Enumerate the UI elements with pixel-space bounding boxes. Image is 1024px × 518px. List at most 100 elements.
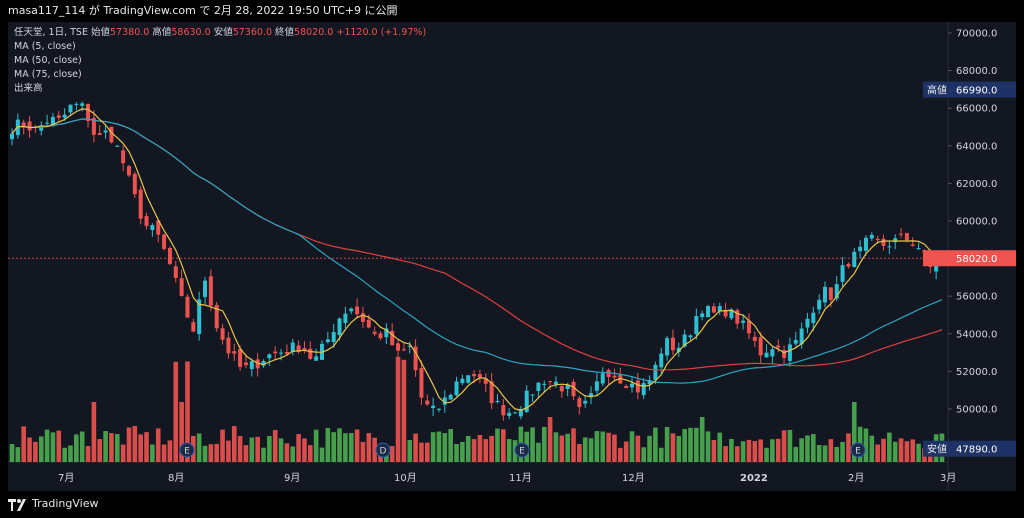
candle-body — [817, 299, 822, 310]
candle-body — [74, 103, 79, 105]
candle-body — [179, 278, 184, 296]
candle-body — [530, 394, 535, 396]
volume-bar — [705, 431, 711, 462]
candle-body — [337, 318, 342, 336]
volume-bar — [226, 440, 231, 462]
volume-bar — [249, 437, 255, 462]
candle-body — [670, 337, 675, 351]
volume-bar — [664, 427, 670, 462]
chart-frame[interactable]: 50000.052000.054000.056000.058000.060000… — [8, 22, 1016, 491]
legend-open-label: 始値 — [91, 27, 111, 38]
event-marker-circle — [179, 442, 195, 458]
y-tick-label: 60000.0 — [956, 217, 997, 228]
volume-bar — [483, 439, 489, 462]
legend-study-ma50[interactable]: MA (50, close) — [14, 55, 82, 66]
volume-bar — [746, 439, 752, 462]
volume-bar — [501, 429, 506, 462]
volume-group — [9, 356, 945, 462]
candle-body — [407, 345, 412, 347]
volume-bar — [752, 441, 758, 462]
volume-bar — [237, 436, 243, 462]
volume-bar — [729, 438, 734, 462]
candle-body — [279, 352, 284, 354]
event-marker-label: E — [184, 447, 190, 457]
candle-body — [776, 345, 781, 348]
volume-bar — [91, 402, 97, 462]
legend-study-volume[interactable]: 出来高 — [14, 83, 43, 94]
candle-body — [793, 339, 798, 344]
high-price-tag-value: 66990.0 — [956, 86, 997, 97]
volume-bar — [758, 439, 763, 462]
price-chart[interactable]: 50000.052000.054000.056000.058000.060000… — [8, 22, 1016, 491]
low-price-tag-value: 47890.0 — [956, 445, 997, 456]
volume-bar — [629, 431, 635, 462]
volume-bar — [173, 361, 179, 462]
candle-body — [355, 306, 360, 315]
volume-bar — [442, 433, 448, 462]
volume-bar — [612, 434, 617, 462]
volume-bar — [284, 443, 290, 462]
candle-body — [869, 234, 874, 239]
legend-open-value: 57380.0 — [110, 27, 150, 38]
candle-body — [729, 309, 734, 319]
volume-bar — [904, 441, 910, 462]
candle-body — [97, 133, 102, 135]
candle-body — [706, 306, 711, 318]
tradingview-logo-icon — [8, 499, 26, 511]
candle-body — [823, 286, 828, 303]
volume-bar — [559, 435, 565, 462]
volume-bar — [828, 439, 834, 462]
candle-body — [910, 244, 915, 246]
candle-body — [220, 328, 225, 340]
candle-body — [858, 246, 863, 252]
candle-body — [132, 173, 137, 195]
candle-body — [401, 349, 406, 351]
volume-bar — [214, 443, 220, 462]
event-marker-d: D — [375, 442, 391, 458]
volume-bar — [114, 434, 120, 462]
candle-body — [758, 337, 763, 356]
volume-bar — [471, 439, 477, 462]
volume-bar — [325, 427, 331, 462]
candle-body — [735, 310, 740, 324]
low-price-tag-bg — [923, 440, 1016, 457]
publish-caption: masa117_114 が TradingView.com で 2月 28, 2… — [8, 4, 398, 17]
volume-bar — [208, 444, 214, 462]
legend-study-ma75[interactable]: MA (75, close) — [14, 69, 82, 80]
volume-bar — [167, 440, 173, 462]
candle-body — [255, 359, 260, 369]
volume-bar — [477, 434, 483, 462]
high-price-tag-bg — [923, 81, 1016, 98]
legend-symbol-row: 任天堂, 1日, TSE 始値57380.0 高値58630.0 安値57360… — [14, 26, 426, 40]
volume-bar — [144, 432, 149, 462]
x-tick-label: 11月 — [509, 472, 532, 484]
volume-bar — [647, 435, 652, 462]
volume-bar — [348, 432, 354, 462]
volume-bar — [682, 429, 687, 462]
candle-body — [436, 408, 441, 410]
candle-body — [396, 343, 401, 351]
legend-study-ma5[interactable]: MA (5, close) — [14, 41, 76, 52]
candle-body — [308, 348, 313, 359]
last-price-tag-value: 58020.0 — [956, 254, 997, 265]
candle-body — [700, 313, 705, 317]
candle-body — [513, 412, 518, 414]
candle-body — [413, 346, 418, 371]
volume-bar — [658, 447, 664, 462]
event-marker-label: E — [519, 447, 525, 457]
candle-body — [659, 353, 664, 368]
x-tick-label: 12月 — [622, 472, 645, 484]
candle-body — [185, 296, 190, 318]
ma5-line — [11, 108, 943, 411]
volume-bar — [220, 429, 225, 462]
volume-bar — [541, 426, 547, 462]
volume-bar — [623, 441, 629, 462]
volume-bar — [372, 437, 377, 462]
x-tick-label: 10月 — [394, 472, 417, 484]
volume-bar — [413, 433, 418, 462]
candle-body — [665, 338, 670, 356]
x-tick-label: 8月 — [168, 472, 184, 484]
legend-low-value: 57360.0 — [232, 27, 272, 38]
low-price-tag: 安値 47890.0 — [923, 440, 1016, 457]
volume-bar — [50, 432, 56, 462]
